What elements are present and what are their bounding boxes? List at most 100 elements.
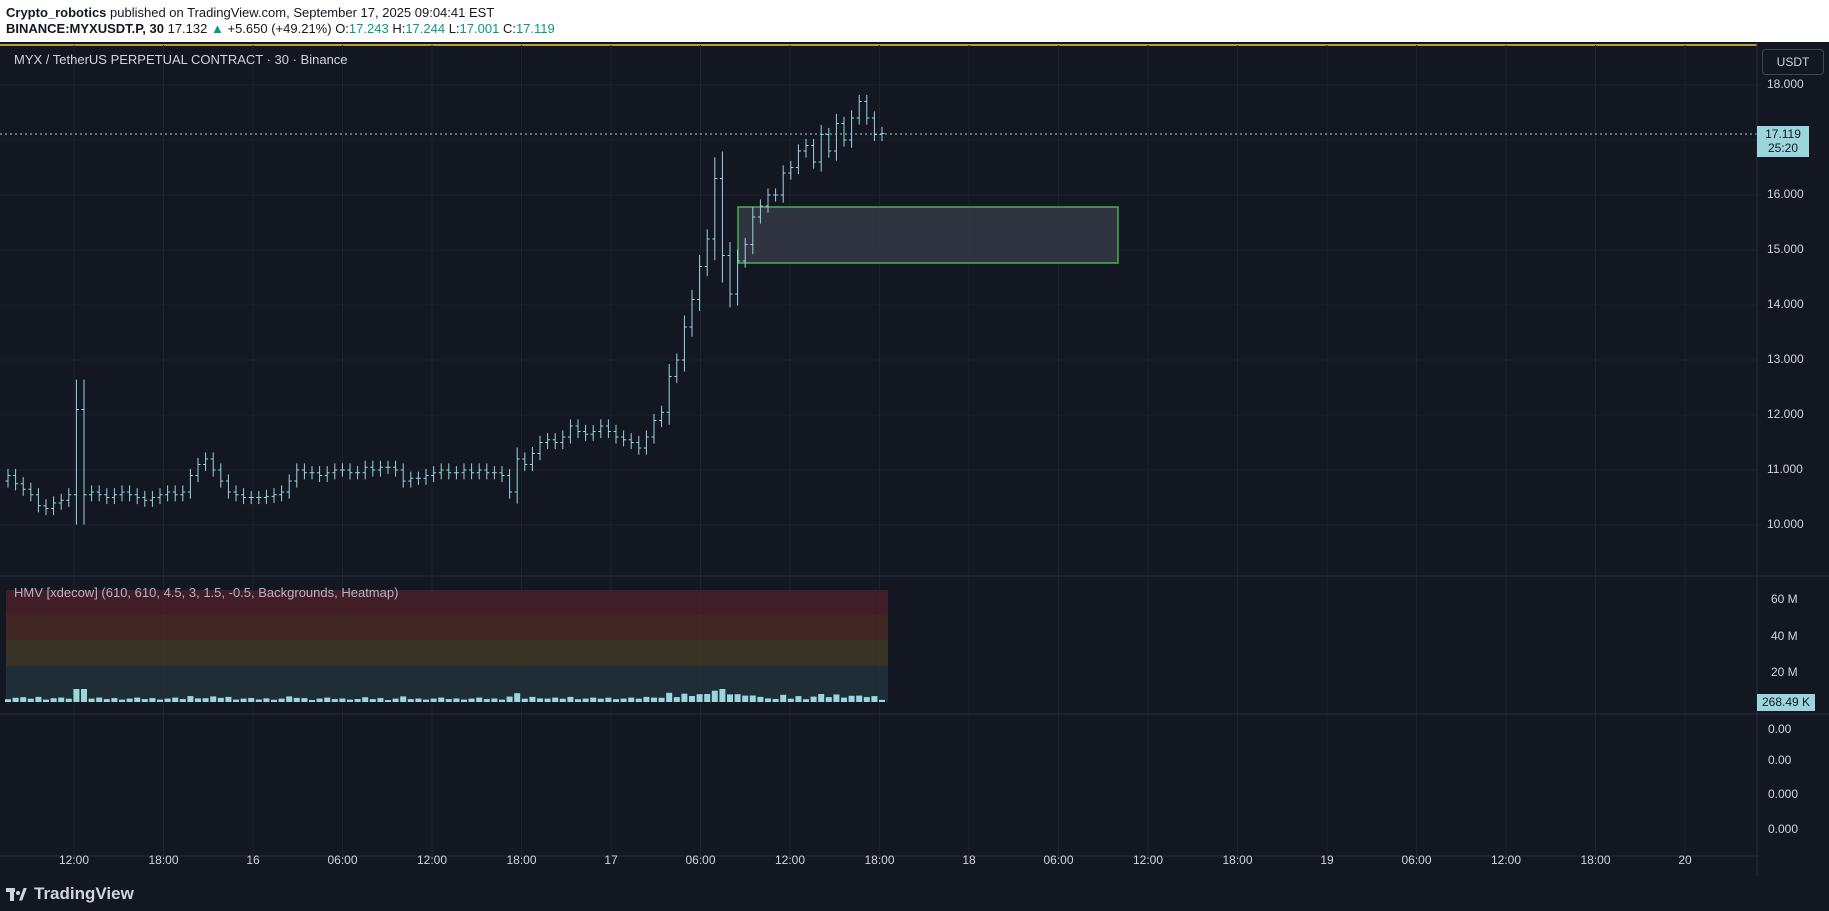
close-value: 17.119 (515, 21, 555, 36)
volume-bar (787, 698, 794, 702)
volume-bar (552, 697, 559, 702)
volume-bar (316, 698, 323, 702)
volume-bar (590, 697, 597, 702)
time-axis-label: 12:00 (774, 853, 806, 867)
candle (400, 463, 406, 488)
volume-bar (772, 699, 779, 702)
time-axis-label: 18:00 (1580, 853, 1611, 867)
candle (51, 496, 57, 516)
ticker-symbol: BINANCE:MYXUSDT.P, 30 (6, 21, 164, 36)
volume-bar (727, 694, 733, 702)
volume-bar (157, 699, 163, 702)
candle (393, 460, 399, 477)
candle (408, 471, 414, 488)
volume-bar (673, 697, 680, 702)
volume-bars (5, 689, 885, 702)
heatmap-band (6, 640, 888, 666)
volume-bar (711, 690, 718, 702)
volume-axis-label: 20 M (1771, 665, 1798, 679)
volume-bar (134, 697, 141, 702)
volume-bar (339, 698, 346, 702)
volume-bar (187, 696, 194, 702)
candle (317, 466, 323, 483)
demand-zone-box[interactable] (737, 206, 1119, 264)
volume-heatmap (6, 590, 888, 702)
candle (765, 188, 771, 213)
candle (5, 468, 11, 488)
candle (659, 405, 665, 428)
volume-bar (704, 694, 711, 702)
candle (871, 111, 877, 142)
symbol-title[interactable]: MYX / TetherUS PERPETUAL CONTRACT · 30 ·… (14, 52, 348, 67)
volume-bar (27, 698, 34, 702)
volume-bar (461, 699, 467, 702)
candle (286, 474, 292, 499)
volume-bar (301, 698, 308, 702)
time-axis-label: 16 (246, 853, 260, 867)
volume-bar (202, 698, 209, 702)
candle (849, 110, 855, 148)
heatmap-band (6, 666, 888, 702)
volume-bar (742, 695, 749, 702)
volume-bar (362, 697, 369, 702)
last-price-tag-value: 17.119 (1765, 127, 1801, 141)
time-axis-label: 20 (1678, 853, 1692, 867)
candle (605, 419, 611, 439)
candle (339, 463, 345, 477)
author-name[interactable]: Crypto_robotics (6, 5, 107, 20)
volume-bar (73, 689, 80, 702)
high-value: 17.244 (405, 21, 446, 36)
oscillator-axis-label: 0.000 (1768, 787, 1799, 801)
candle (583, 424, 589, 441)
candle (187, 468, 193, 499)
heatmap-band (6, 590, 888, 614)
volume-bar (780, 694, 787, 702)
ticker-line: BINANCE:MYXUSDT.P, 30 17.132 ▲ +5.650 (+… (6, 21, 555, 36)
candle (248, 490, 254, 505)
volume-bar (172, 697, 179, 702)
candle (355, 466, 361, 480)
volume-bar (309, 700, 315, 702)
volume-bar (689, 696, 695, 702)
volume-bar (757, 696, 764, 702)
time-axis-label: 12:00 (1490, 853, 1522, 867)
volume-bar (240, 698, 247, 702)
candle (803, 138, 809, 158)
candle (233, 485, 239, 502)
currency-button[interactable]: USDT (1762, 49, 1824, 75)
volume-bar (217, 697, 224, 702)
volume-bar (841, 697, 847, 702)
volume-bar (468, 698, 475, 702)
volume-bar (749, 695, 756, 702)
time-axis-label: 12:00 (58, 853, 90, 867)
volume-bar (582, 698, 589, 702)
candle (149, 490, 155, 507)
candle (499, 466, 505, 483)
volume-bar (863, 697, 870, 702)
candle (864, 94, 870, 125)
volume-bar (20, 697, 27, 702)
candlestick-series[interactable] (5, 94, 885, 525)
time-axis-label: 18:00 (148, 853, 179, 867)
candle (841, 116, 847, 147)
volume-bar (597, 698, 604, 702)
candle (742, 237, 748, 268)
candle (537, 435, 543, 461)
time-axis-label: 06:00 (1043, 853, 1074, 867)
volume-bar (476, 697, 483, 702)
candle (415, 471, 421, 485)
candle (651, 413, 657, 444)
volume-bar (278, 698, 285, 702)
indicator-title[interactable]: HMV [xdecow] (610, 610, 4.5, 3, 1.5, -0.… (14, 585, 399, 600)
volume-bar (354, 699, 361, 702)
candle (180, 485, 186, 502)
candle (856, 94, 862, 125)
candle (636, 435, 642, 455)
candle (681, 315, 687, 372)
candle (279, 485, 285, 502)
candle (309, 466, 315, 480)
candle (96, 485, 102, 502)
tradingview-logo[interactable]: TradingView (6, 884, 134, 904)
last-price: 17.132 (167, 21, 208, 36)
